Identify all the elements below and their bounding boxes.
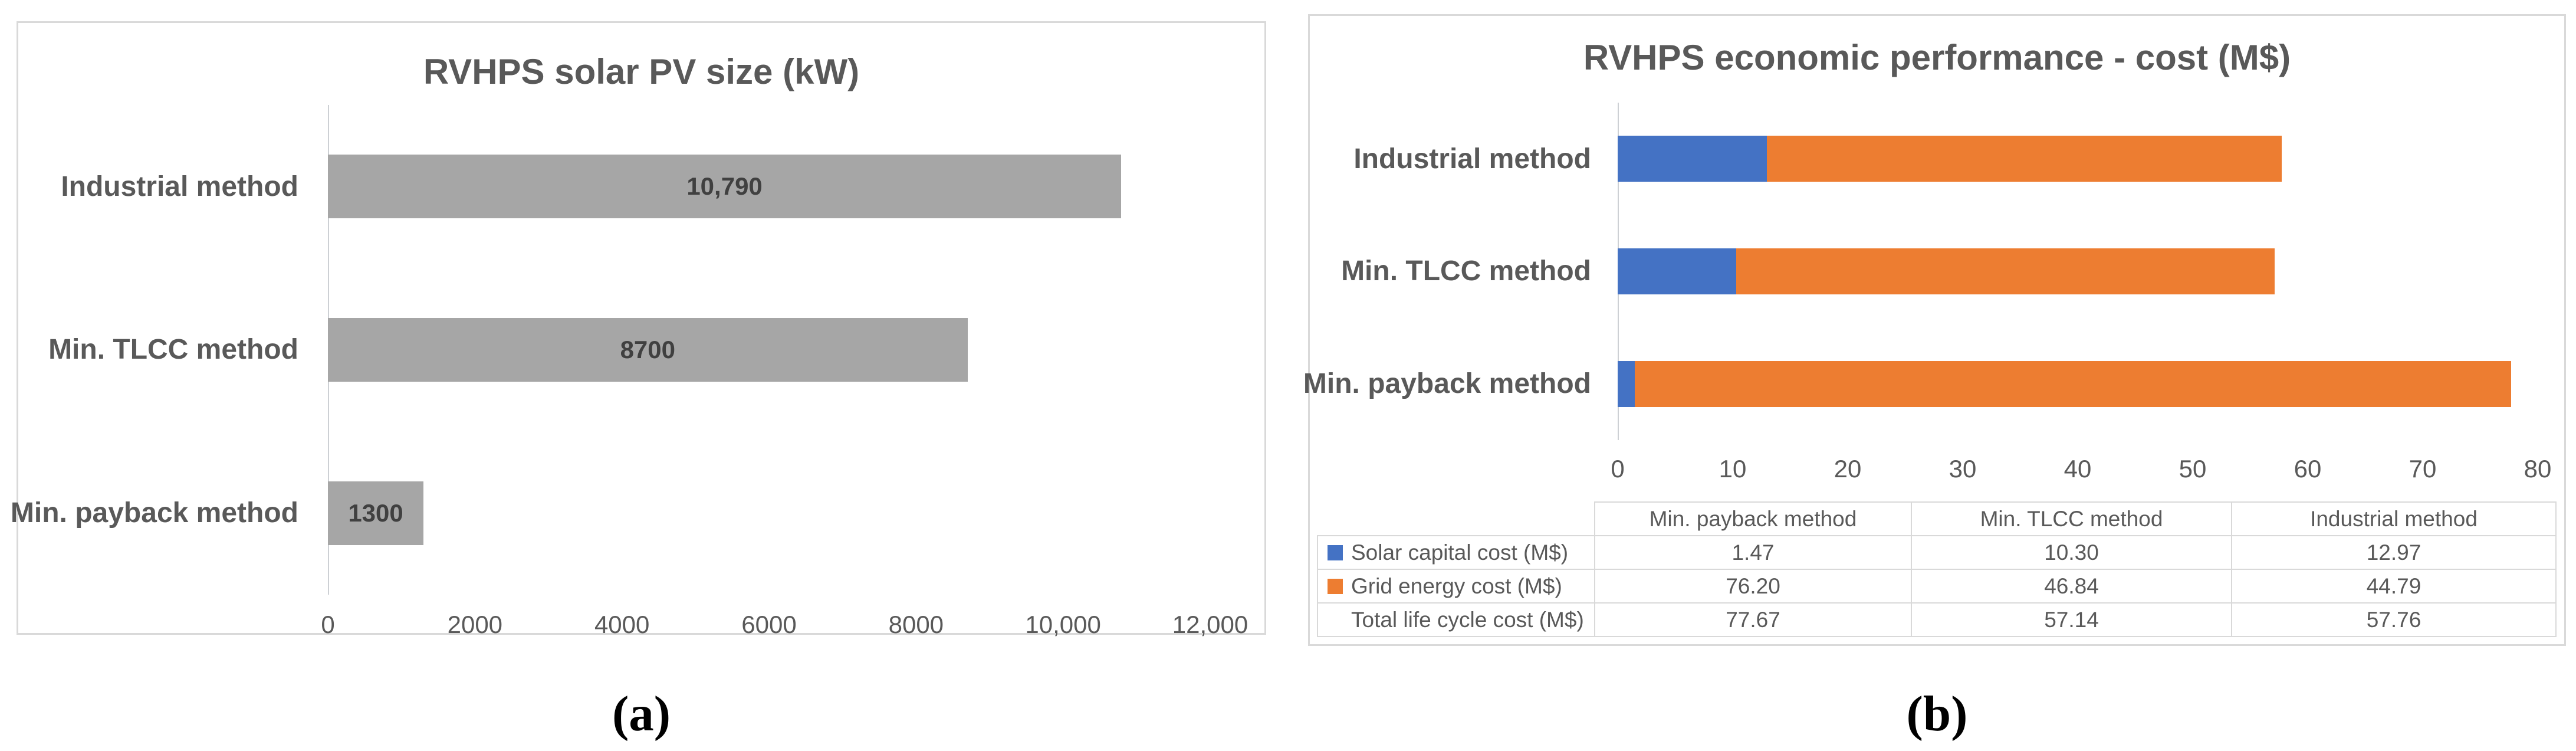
table-row-label: Grid energy cost (M$) [1351, 573, 1562, 598]
x-tick: 40 [2064, 455, 2092, 483]
solar-capital-legend-swatch [1328, 545, 1343, 560]
bar-track: 8700 [328, 268, 1210, 432]
solar-capital-segment [1618, 248, 1736, 294]
x-tick: 10 [1719, 455, 1747, 483]
chart-b-title: RVHPS economic performance - cost (M$) [1583, 38, 2291, 77]
table-corner-cell [1317, 502, 1595, 536]
chart-panel-a: RVHPS solar PV size (kW) Industrial meth… [10, 21, 1266, 638]
bar-row: Min. payback method 1300 [10, 431, 1210, 595]
bar-track: 10,790 [328, 105, 1210, 268]
chart-a-plot-area: Industrial method 10,790 Min. TLCC metho… [10, 105, 1210, 595]
x-tick: 20 [1834, 455, 1862, 483]
grid-energy-segment [1736, 248, 2275, 294]
bar-value-label: 1300 [348, 499, 403, 527]
table-row-label-cell: Grid energy cost (M$) [1317, 569, 1595, 604]
bar-min-tlcc: 8700 [328, 317, 968, 382]
table-row-label-cell: Total life cycle cost (M$) [1317, 602, 1595, 637]
category-label: Min. payback method [10, 497, 298, 529]
bar-value-label: 10,790 [686, 172, 763, 201]
bar-row: Min. TLCC method [1310, 215, 2538, 328]
category-label: Min. payback method [1303, 368, 1591, 400]
table-col-header: Min. payback method [1594, 501, 1912, 536]
grid-energy-legend-swatch [1328, 578, 1343, 594]
x-tick: 30 [1949, 455, 1977, 483]
table-col-header: Industrial method [2231, 501, 2557, 536]
x-tick: 60 [2294, 455, 2322, 483]
bar-industrial: 10,790 [328, 155, 1122, 219]
category-label: Industrial method [1353, 143, 1591, 175]
chart-a-x-axis: 0 2000 4000 6000 8000 10,000 12,000 [321, 609, 1248, 640]
x-tick: 0 [321, 611, 335, 638]
table-row-label: Solar capital cost (M$) [1351, 540, 1569, 565]
table-row: Solar capital cost (M$) 1.47 10.30 12.97 [1317, 535, 2557, 570]
x-tick: 4000 [594, 611, 650, 638]
bar-value-label: 8700 [620, 335, 676, 363]
panel-b-caption: (b) [1906, 686, 1968, 742]
table-row: Total life cycle cost (M$) 77.67 57.14 5… [1317, 602, 2557, 637]
chart-a-title: RVHPS solar PV size (kW) [423, 52, 860, 91]
table-row: Grid energy cost (M$) 76.20 46.84 44.79 [1317, 569, 2557, 604]
stacked-bar-min-tlcc [1618, 248, 2538, 294]
stacked-bar-industrial [1618, 136, 2538, 182]
panel-a-caption: (a) [612, 686, 671, 742]
bar-track [1618, 215, 2538, 328]
x-tick: 50 [2179, 455, 2207, 483]
x-tick: 0 [1611, 455, 1625, 483]
bar-row: Min. payback method [1303, 327, 2538, 440]
table-row-label-cell: Solar capital cost (M$) [1317, 535, 1595, 570]
category-label: Min. TLCC method [48, 334, 298, 366]
bar-track [1618, 103, 2538, 215]
table-cell: 12.97 [2231, 535, 2557, 570]
category-label: Industrial method [61, 170, 298, 202]
stacked-bar-min-payback [1618, 360, 2538, 407]
bar-min-payback: 1300 [328, 481, 424, 545]
empty-legend-swatch [1328, 612, 1343, 628]
table-col-header: Min. TLCC method [1911, 501, 2232, 536]
category-label: Min. TLCC method [1341, 255, 1591, 287]
x-tick: 70 [2409, 455, 2437, 483]
table-cell: 10.30 [1911, 535, 2232, 570]
solar-capital-segment [1618, 360, 1635, 407]
chart-b-plot-area: Industrial method Min. TLCC method [1303, 103, 2538, 440]
x-tick: 2000 [447, 611, 503, 638]
bar-row: Industrial method [1310, 103, 2538, 215]
chart-b-data-table: Min. payback method Min. TLCC method Ind… [1317, 501, 2557, 637]
x-tick: 80 [2524, 455, 2552, 483]
table-cell: 76.20 [1594, 569, 1912, 604]
grid-energy-segment [1766, 136, 2282, 182]
table-cell: 57.14 [1911, 602, 2232, 637]
solar-capital-segment [1618, 136, 1767, 182]
x-tick: 12,000 [1172, 611, 1248, 638]
chart-panel-b: RVHPS economic performance - cost (M$) I… [1303, 14, 2566, 646]
bar-row: Industrial method 10,790 [18, 105, 1210, 268]
x-tick: 10,000 [1025, 611, 1101, 638]
chart-b-x-axis: 0 10 20 30 40 50 60 70 80 [1611, 454, 2551, 484]
table-row-label: Total life cycle cost (M$) [1351, 607, 1584, 632]
table-cell: 1.47 [1594, 535, 1912, 570]
table-header-row: Min. payback method Min. TLCC method Ind… [1317, 501, 2557, 536]
bar-row: Min. TLCC method 8700 [18, 268, 1210, 432]
bar-track: 1300 [328, 431, 1210, 595]
x-tick: 8000 [888, 611, 944, 638]
table-cell: 57.76 [2231, 602, 2557, 637]
x-tick: 6000 [741, 611, 797, 638]
bar-track [1618, 327, 2538, 440]
grid-energy-segment [1634, 360, 2511, 407]
table-cell: 44.79 [2231, 569, 2557, 604]
table-cell: 46.84 [1911, 569, 2232, 604]
table-cell: 77.67 [1594, 602, 1912, 637]
